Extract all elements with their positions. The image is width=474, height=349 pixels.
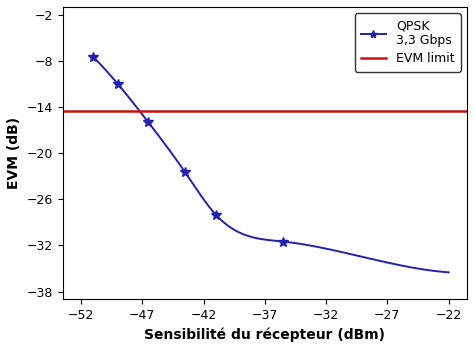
- Legend: QPSK
3,3 Gbps, EVM limit: QPSK 3,3 Gbps, EVM limit: [355, 13, 461, 72]
- X-axis label: Sensibilité du récepteur (dBm): Sensibilité du récepteur (dBm): [144, 328, 385, 342]
- Y-axis label: EVM (dB): EVM (dB): [7, 117, 21, 189]
